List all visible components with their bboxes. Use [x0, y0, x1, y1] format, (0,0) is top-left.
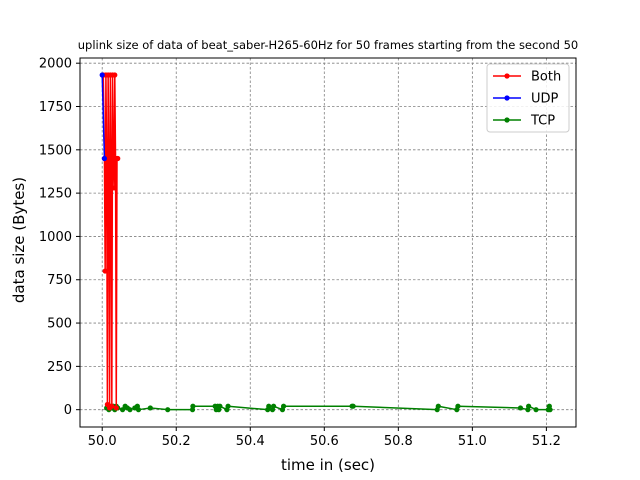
data-point — [127, 407, 133, 413]
x-tick-label: 50.4 — [236, 434, 265, 449]
data-point — [280, 403, 287, 409]
y-axis-title: data size (Bytes) — [10, 177, 28, 303]
legend-item-both: Both — [493, 70, 561, 85]
y-tick-label: 1250 — [39, 187, 72, 202]
x-tick-label: 50.8 — [384, 434, 413, 449]
x-tick-label: 51.2 — [532, 434, 561, 449]
data-point — [113, 405, 119, 411]
y-tick-label: 1750 — [39, 100, 72, 115]
data-point — [190, 403, 196, 409]
x-tick-label: 50.2 — [162, 434, 191, 449]
data-point — [225, 403, 231, 409]
legend-marker — [504, 117, 510, 123]
data-point — [526, 403, 532, 409]
series-layer — [99, 72, 553, 413]
legend-label: TCP — [530, 114, 555, 129]
y-axis: 0 250 500 750 1000 1250 1500 1750 2000 — [39, 57, 80, 418]
series-line-udp — [101, 74, 106, 159]
x-axis: 50.0 50.2 50.4 50.6 50.8 51.0 51.2 — [88, 427, 561, 449]
legend-marker — [504, 95, 510, 101]
chart-title: uplink size of data of beat_saber-H265-6… — [78, 38, 579, 52]
legend-item-udp: UDP — [493, 92, 559, 107]
data-point — [115, 155, 121, 162]
y-tick-label: 750 — [47, 273, 72, 288]
data-point — [112, 72, 118, 78]
data-point — [111, 185, 117, 191]
data-point — [517, 405, 524, 411]
series-udp — [99, 72, 108, 162]
y-tick-label: 500 — [47, 317, 72, 332]
x-tick-label: 50.0 — [88, 434, 117, 449]
x-tick-label: 51.0 — [458, 434, 487, 449]
x-axis-title: time in (sec) — [281, 456, 375, 474]
data-point — [102, 268, 108, 274]
plot-frame — [79, 57, 577, 428]
data-point — [147, 405, 153, 411]
data-point — [109, 403, 115, 409]
data-point — [455, 403, 461, 409]
data-point — [266, 403, 272, 409]
y-tick-label: 1500 — [39, 143, 72, 158]
data-point — [350, 403, 356, 409]
y-tick-label: 2000 — [39, 57, 72, 72]
data-point — [217, 403, 223, 409]
data-point — [101, 155, 108, 162]
data-point — [435, 403, 441, 409]
legend-item-tcp: TCP — [493, 114, 555, 129]
legend-label: Both — [531, 70, 561, 85]
series-line-both — [102, 74, 118, 409]
data-point — [99, 72, 105, 78]
grid-lines — [80, 58, 576, 427]
data-point — [547, 407, 553, 413]
data-point — [135, 407, 142, 413]
y-tick-label: 250 — [47, 360, 72, 375]
y-tick-label: 1000 — [39, 230, 72, 245]
y-tick-label: 0 — [64, 403, 72, 418]
x-tick-label: 50.6 — [310, 434, 339, 449]
legend: Both UDP TCP — [486, 63, 570, 133]
data-point — [533, 407, 539, 413]
legend-box — [486, 63, 570, 133]
data-point — [165, 407, 171, 413]
legend-label: UDP — [531, 92, 559, 107]
legend-marker — [504, 73, 510, 79]
data-point — [270, 403, 277, 409]
